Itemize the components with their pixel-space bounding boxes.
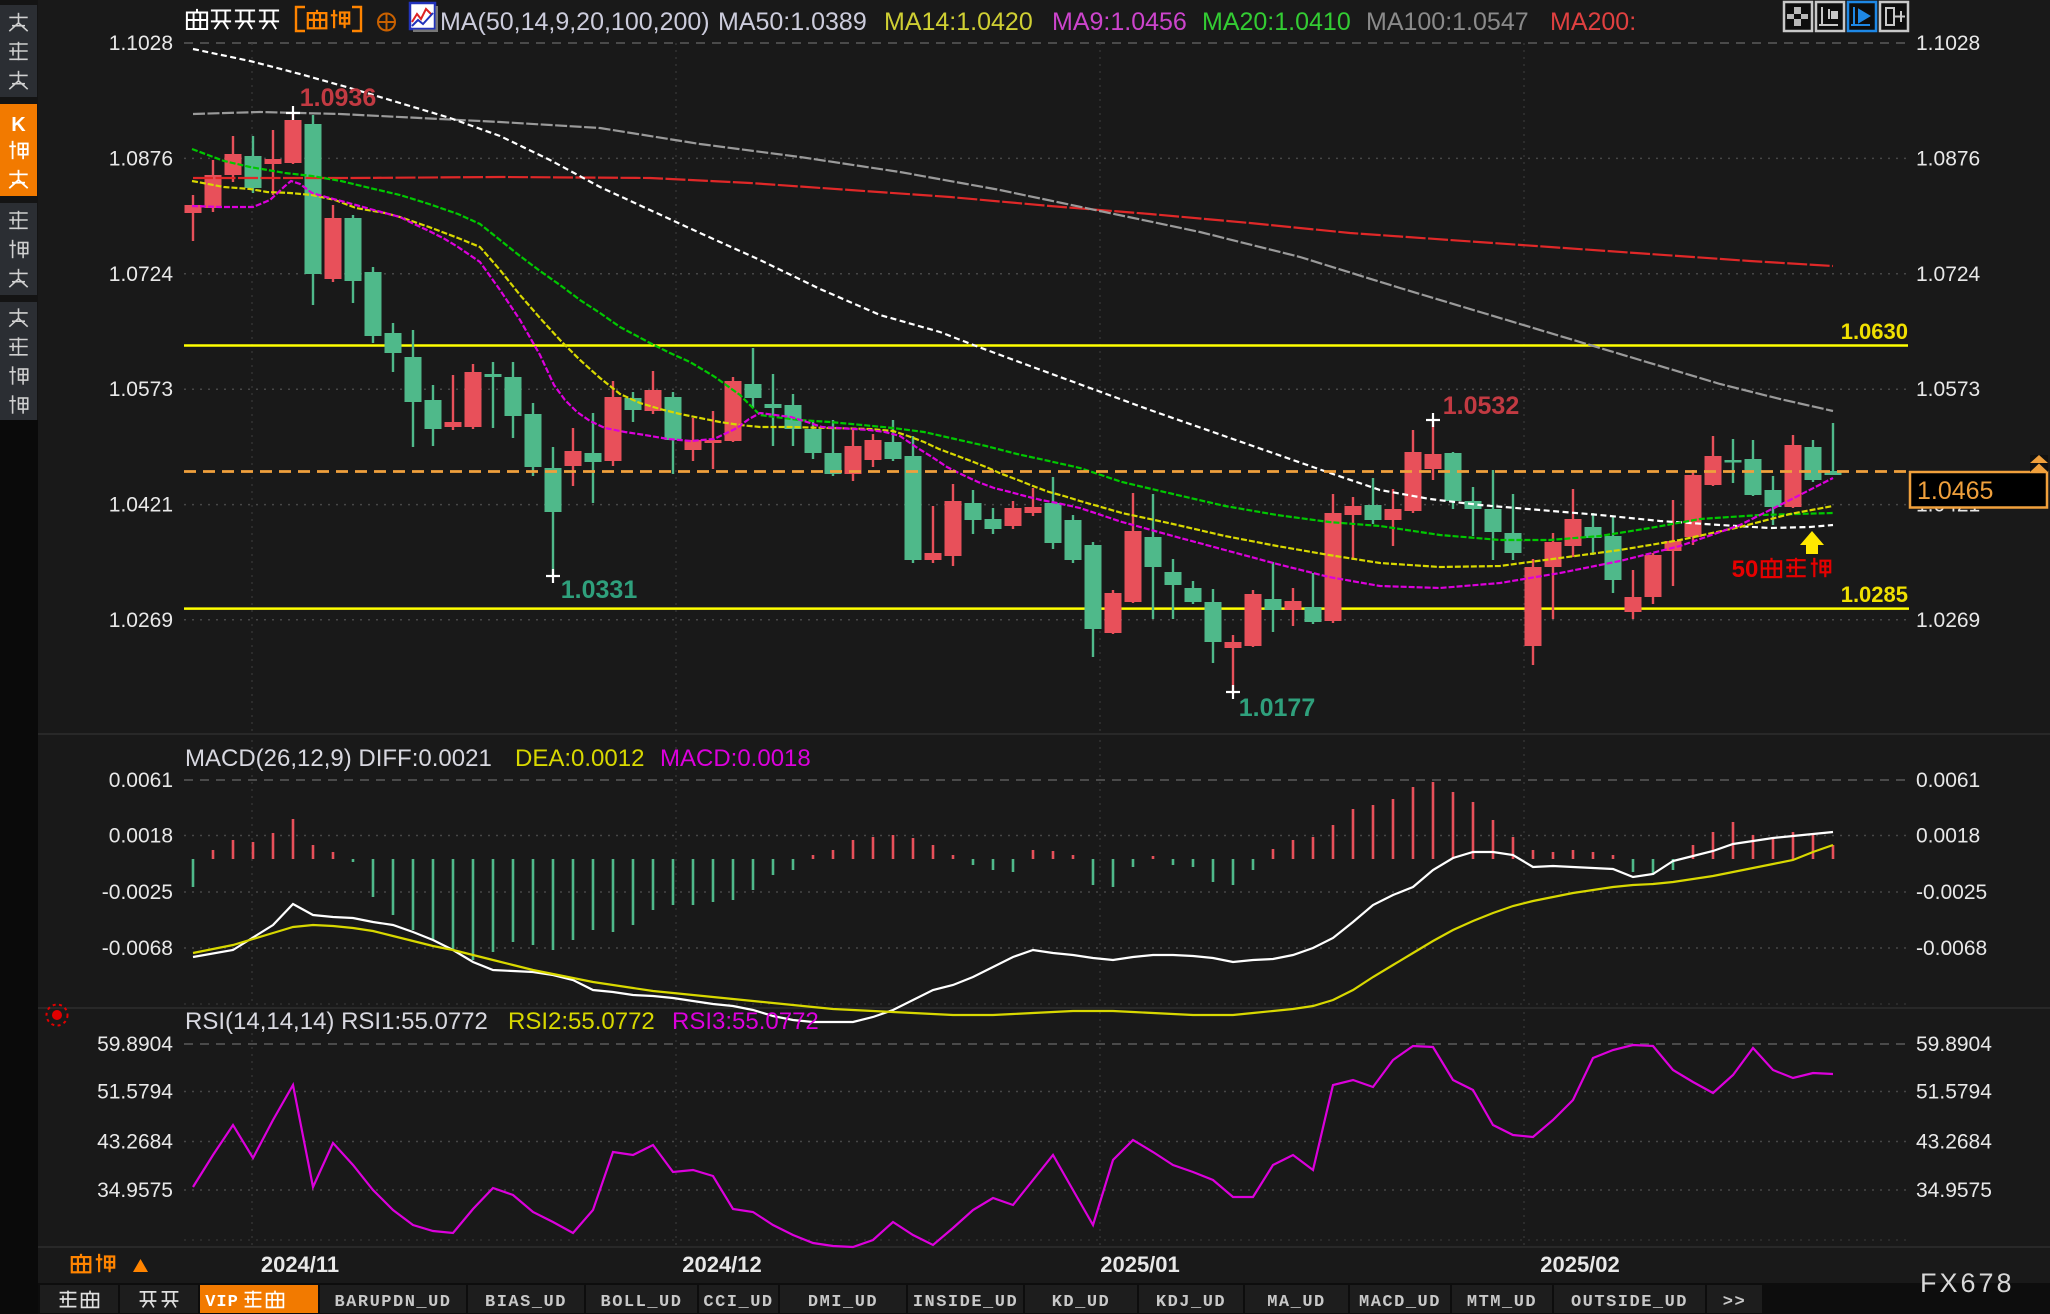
svg-text:RSI2:55.0772: RSI2:55.0772 <box>508 1008 655 1035</box>
svg-text:MA9:1.0456: MA9:1.0456 <box>1052 8 1187 36</box>
svg-text:MA100:1.0547: MA100:1.0547 <box>1366 8 1529 36</box>
svg-text:KDJ_UD: KDJ_UD <box>1156 1293 1226 1312</box>
svg-text:MA200:: MA200: <box>1550 8 1636 36</box>
svg-text:1.0573: 1.0573 <box>1916 378 1980 401</box>
svg-text:43.2684: 43.2684 <box>97 1131 173 1154</box>
svg-text:MA14:1.0420: MA14:1.0420 <box>884 8 1033 36</box>
svg-text:1.0421: 1.0421 <box>109 494 173 517</box>
svg-text:1.0285: 1.0285 <box>1841 582 1908 607</box>
svg-text:-0.0068: -0.0068 <box>102 937 173 960</box>
svg-text:MTM_UD: MTM_UD <box>1467 1293 1537 1312</box>
svg-text:1.0331: 1.0331 <box>561 576 638 604</box>
svg-text:VIP: VIP <box>205 1293 239 1312</box>
svg-text:DEA:0.0012: DEA:0.0012 <box>515 745 644 772</box>
svg-text:1.0876: 1.0876 <box>1916 147 1980 170</box>
svg-text:1.0269: 1.0269 <box>109 609 173 632</box>
svg-text:>>: >> <box>1723 1293 1746 1312</box>
svg-text:0.0018: 0.0018 <box>109 825 173 848</box>
svg-text:2024/12: 2024/12 <box>682 1252 762 1277</box>
svg-text:1.0532: 1.0532 <box>1443 392 1519 420</box>
svg-text:FX678: FX678 <box>1920 1268 2015 1298</box>
svg-text:1.0573: 1.0573 <box>109 378 173 401</box>
svg-text:0.0061: 0.0061 <box>1916 769 1980 792</box>
svg-text:INSIDE_UD: INSIDE_UD <box>913 1293 1018 1312</box>
svg-text:BIAS_UD: BIAS_UD <box>485 1293 567 1312</box>
svg-text:1.0936: 1.0936 <box>300 84 376 112</box>
svg-text:34.9575: 34.9575 <box>1916 1179 1992 1202</box>
svg-text:BARUPDN_UD: BARUPDN_UD <box>334 1293 451 1312</box>
svg-text:MACD(26,12,9) DIFF:0.0021: MACD(26,12,9) DIFF:0.0021 <box>185 745 492 772</box>
svg-text:OUTSIDE_UD: OUTSIDE_UD <box>1571 1293 1688 1312</box>
svg-text:0.0018: 0.0018 <box>1916 825 1980 848</box>
svg-text:DMI_UD: DMI_UD <box>808 1293 878 1312</box>
svg-text:59.8904: 59.8904 <box>97 1033 173 1056</box>
svg-text:RSI(14,14,14) RSI1:55.0772: RSI(14,14,14) RSI1:55.0772 <box>185 1008 488 1035</box>
svg-text:1.0724: 1.0724 <box>1916 263 1981 286</box>
svg-text:43.2684: 43.2684 <box>1916 1131 1992 1154</box>
svg-text:59.8904: 59.8904 <box>1916 1033 1992 1056</box>
svg-text:MA_UD: MA_UD <box>1267 1293 1326 1312</box>
svg-text:MA50:1.0389: MA50:1.0389 <box>718 8 867 36</box>
svg-text:2025/02: 2025/02 <box>1540 1252 1620 1277</box>
svg-text:MACD:0.0018: MACD:0.0018 <box>660 745 811 772</box>
svg-text:1.1028: 1.1028 <box>1916 32 1980 55</box>
svg-text:2025/01: 2025/01 <box>1100 1252 1180 1277</box>
svg-text:1.0177: 1.0177 <box>1239 694 1315 722</box>
svg-text:CCI_UD: CCI_UD <box>703 1293 773 1312</box>
svg-text:0.0061: 0.0061 <box>109 769 173 792</box>
svg-text:1.0724: 1.0724 <box>109 263 174 286</box>
svg-text:MA20:1.0410: MA20:1.0410 <box>1202 8 1351 36</box>
svg-text:MACD_UD: MACD_UD <box>1359 1293 1441 1312</box>
svg-text:-0.0068: -0.0068 <box>1916 937 1987 960</box>
svg-text:1.0876: 1.0876 <box>109 147 173 170</box>
svg-text:1.0465: 1.0465 <box>1917 477 1993 505</box>
svg-text:1.0269: 1.0269 <box>1916 609 1980 632</box>
svg-text:2024/11: 2024/11 <box>261 1252 339 1277</box>
svg-text:51.5794: 51.5794 <box>97 1081 173 1104</box>
svg-text:34.9575: 34.9575 <box>97 1179 173 1202</box>
svg-text:BOLL_UD: BOLL_UD <box>601 1293 683 1312</box>
svg-text:1.0630: 1.0630 <box>1841 319 1908 344</box>
svg-text:-0.0025: -0.0025 <box>102 881 173 904</box>
svg-text:K: K <box>11 114 26 136</box>
svg-text:51.5794: 51.5794 <box>1916 1081 1992 1104</box>
svg-text:1.1028: 1.1028 <box>109 32 173 55</box>
svg-text:RSI3:55.0772: RSI3:55.0772 <box>672 1008 819 1035</box>
svg-text:50: 50 <box>1732 556 1759 583</box>
svg-text:KD_UD: KD_UD <box>1052 1293 1111 1312</box>
svg-text:MA(50,14,9,20,100,200): MA(50,14,9,20,100,200) <box>440 8 710 36</box>
svg-text:-0.0025: -0.0025 <box>1916 881 1987 904</box>
